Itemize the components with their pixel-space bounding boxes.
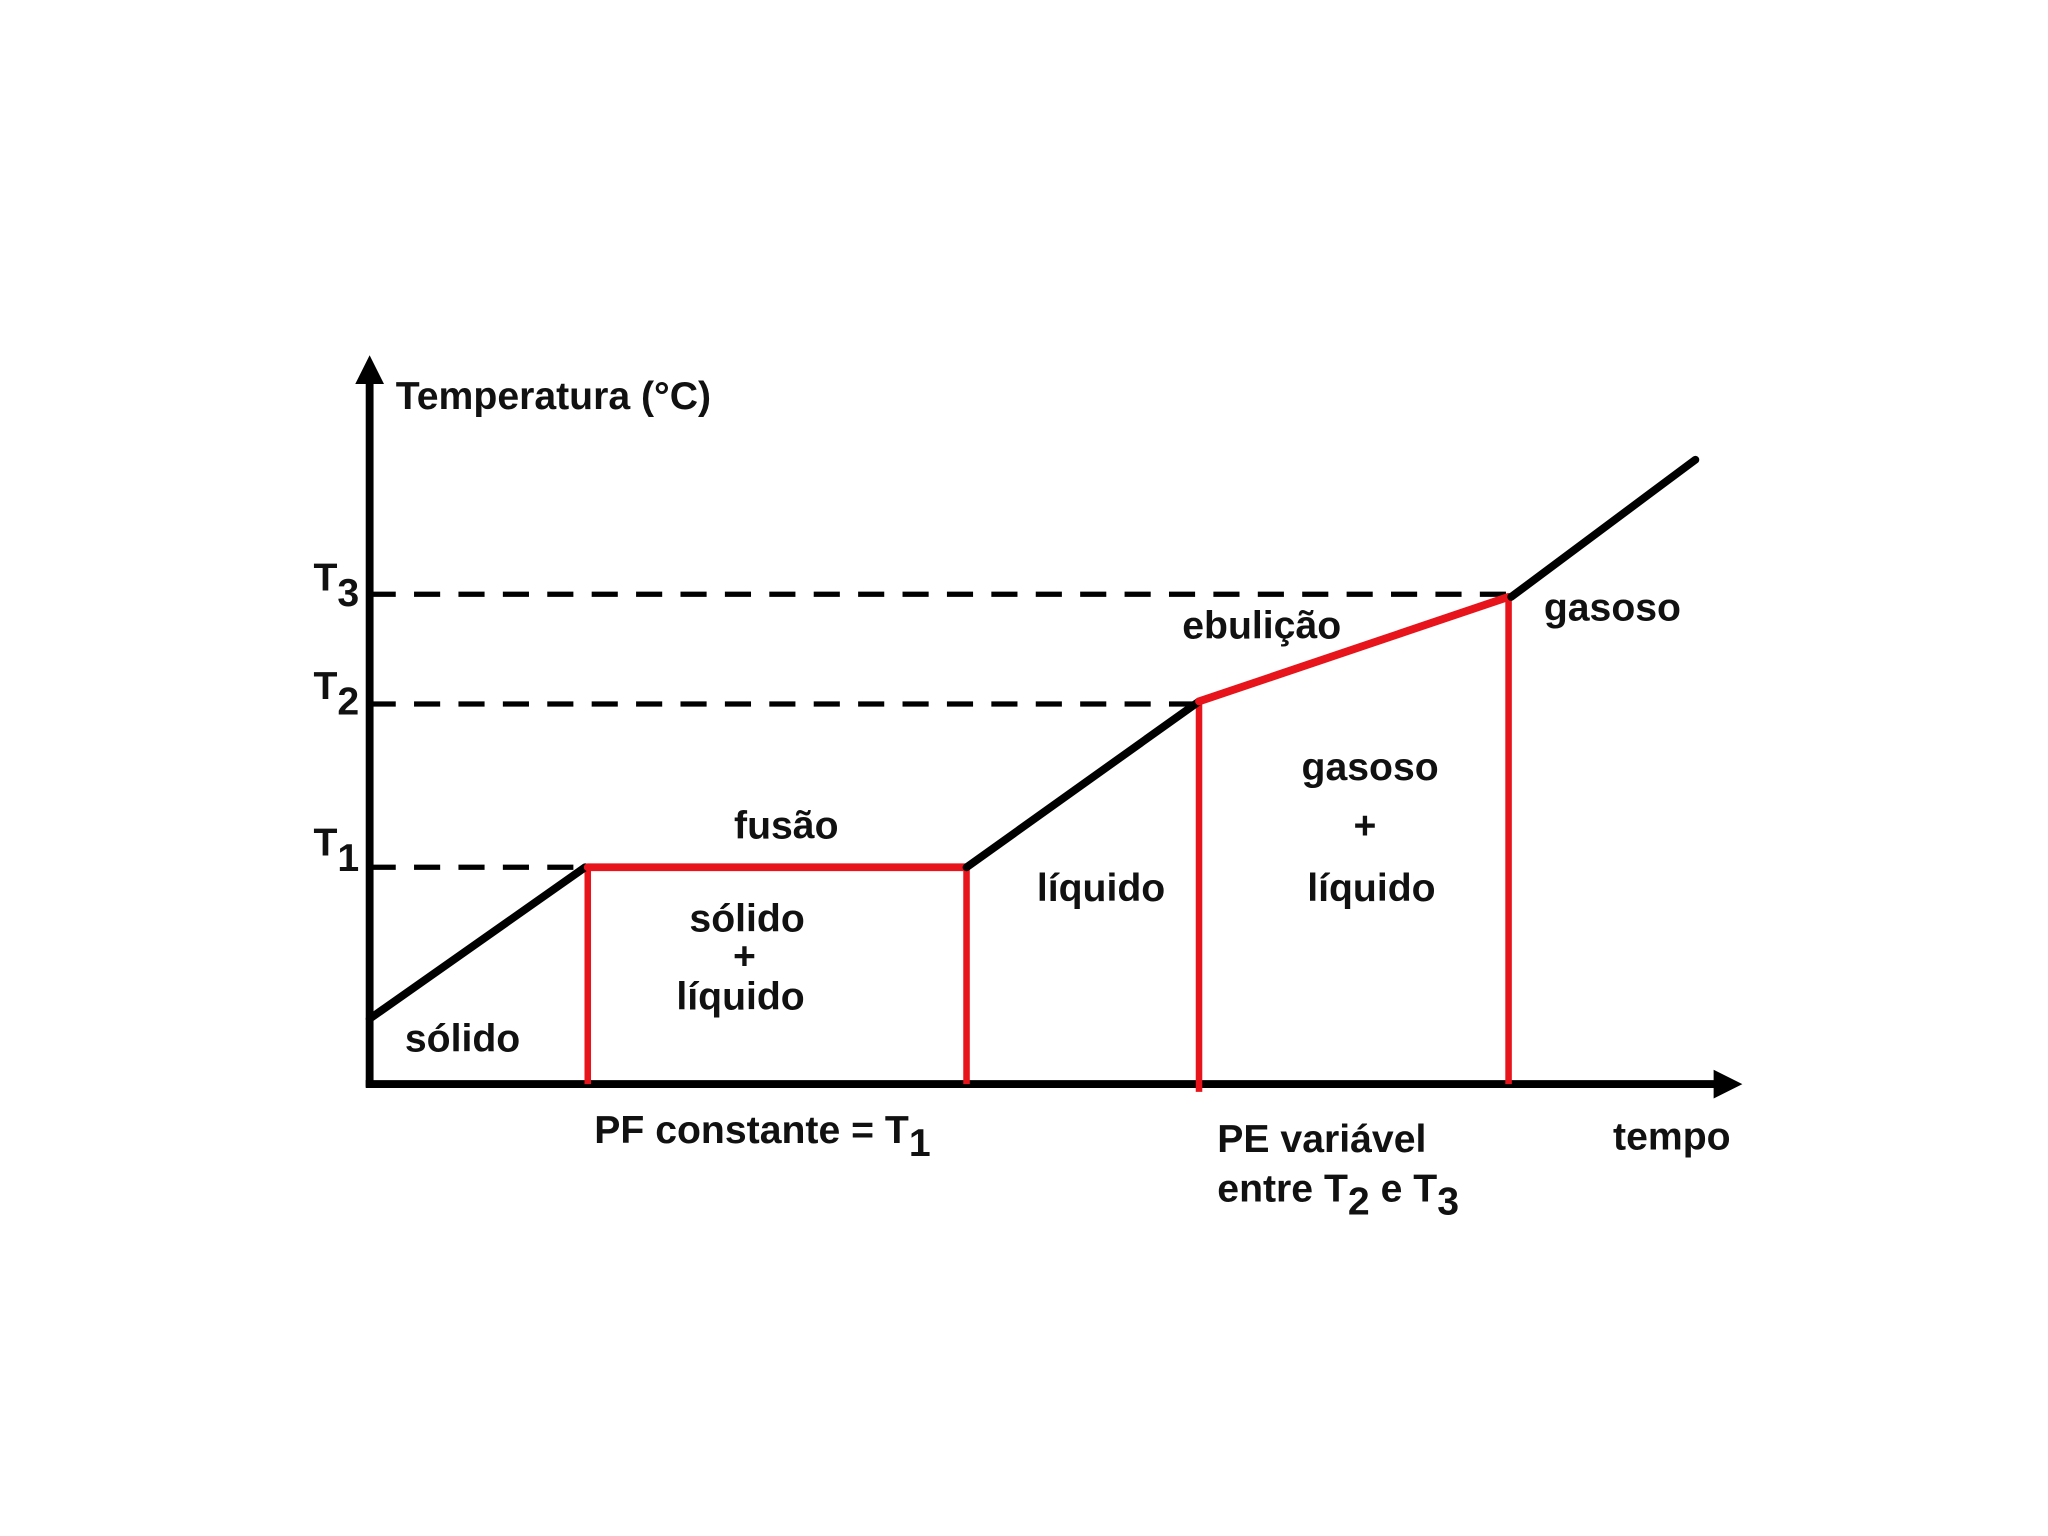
level-label: T1 [313,822,359,881]
region-line: + [1353,805,1376,848]
note-text: e T [1370,1168,1438,1211]
y-axis-arrow [355,355,384,384]
curve-boiling [1195,592,1513,706]
x-axis-arrow [1713,1069,1743,1099]
x-axis-label: tempo [1613,1115,1731,1158]
region-label: sólido [405,1017,520,1060]
region-label: gasoso [1544,586,1681,629]
level-base: T [313,822,337,865]
region-line: líquido [676,976,804,1019]
region-title: fusão [734,805,838,848]
region-label: líquido [1037,867,1165,910]
level-sub: 3 [337,572,359,615]
note: entre T2 e T3 [1217,1168,1459,1224]
region-line: gasoso [1302,746,1439,789]
level-base: T [313,556,337,599]
note-text: PF constante = T [594,1109,909,1152]
region-title: ebulição [1182,605,1341,648]
region-line: líquido [1307,867,1435,910]
level-label: T3 [313,556,359,615]
note-sub: 3 [1437,1181,1459,1224]
level-sub: 1 [337,837,359,880]
note-text: entre T [1217,1168,1348,1211]
level-sub: 2 [337,680,359,723]
curve-gas [1507,455,1700,601]
curve-liquid [962,697,1203,872]
note: PE variável [1217,1118,1426,1161]
region-line: + [733,935,756,978]
reference-lines [369,591,1509,870]
region-line: sólido [689,897,804,940]
y-axis-label: Temperatura (°C) [396,375,711,418]
curve [365,455,1700,1023]
level-label: T2 [313,665,359,724]
note: PF constante = T1 [594,1109,930,1165]
note-sub: 2 [1348,1181,1370,1224]
note-sub: 1 [909,1122,931,1165]
curve-solid [365,863,590,1023]
phase-boundaries [584,596,1512,1092]
level-base: T [313,665,337,708]
